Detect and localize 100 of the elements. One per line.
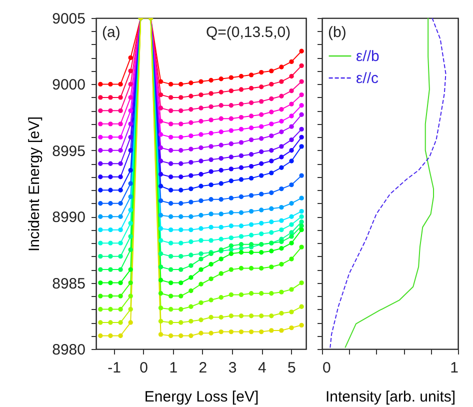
point [228,210,234,215]
point [108,280,113,286]
point [279,239,284,244]
point [218,224,224,230]
point [118,82,123,87]
point [188,133,194,138]
point [299,92,304,98]
point [279,130,284,134]
point [218,103,224,108]
x-axis-title: Energy Loss [eV] [144,388,259,406]
y-tick-label: 8980 [52,342,86,358]
point [188,160,194,165]
point [208,118,214,122]
point [299,244,304,250]
point [269,170,274,176]
point [188,228,194,232]
point [238,224,244,228]
point [198,238,204,243]
point [238,87,244,92]
point [118,95,123,100]
point [289,148,294,153]
point [208,197,214,202]
point [299,196,304,200]
point [289,310,294,314]
point [188,304,194,309]
point [228,116,234,121]
point [279,64,284,70]
point [158,198,164,204]
point [178,320,184,325]
point [118,148,123,153]
point [258,250,264,255]
point [158,278,164,282]
point [168,294,174,298]
point [178,254,184,259]
point [198,212,204,218]
point [218,168,224,173]
point [198,198,204,204]
point [188,263,194,268]
point [98,320,103,325]
point [279,290,284,294]
point [258,112,264,117]
point [178,228,184,232]
point [258,266,264,271]
point [269,148,274,153]
point [238,314,244,318]
point [248,164,254,169]
point [198,226,204,231]
point [269,206,274,211]
point [128,306,133,312]
point [299,63,304,68]
point [228,224,234,228]
y-tick-label: 9000 [52,76,86,94]
point [198,300,204,305]
point [238,242,244,247]
point [98,214,103,219]
point [158,264,164,270]
point [108,333,113,338]
point [258,70,264,75]
point [128,108,133,114]
point [299,214,304,219]
point [228,196,234,200]
point [188,239,194,244]
point [238,74,244,79]
point [108,134,113,140]
x-axis-title: Intensity [arb. units] [325,388,456,406]
point [188,173,194,178]
x-tick-label: -1 [108,360,121,376]
point [208,169,214,174]
point [98,148,103,153]
point [289,256,294,262]
point [178,333,184,338]
point [208,330,214,336]
point [208,314,214,320]
point [178,95,184,100]
point [248,193,254,198]
point [108,254,113,259]
point [188,146,194,152]
point [98,254,103,259]
point [118,122,123,126]
point [178,280,184,286]
point [168,95,174,100]
point [188,275,194,280]
point [178,134,184,140]
point [218,212,224,216]
point [128,247,133,252]
point [118,188,123,192]
point [128,82,133,87]
point [269,133,274,138]
point [269,314,274,318]
point [178,188,184,192]
point [218,181,224,186]
point [248,72,254,78]
point [108,108,113,114]
point [118,174,123,180]
point [218,130,224,134]
point [238,292,244,298]
point [289,234,294,239]
point [269,96,274,102]
point [289,102,294,106]
point [188,186,194,192]
